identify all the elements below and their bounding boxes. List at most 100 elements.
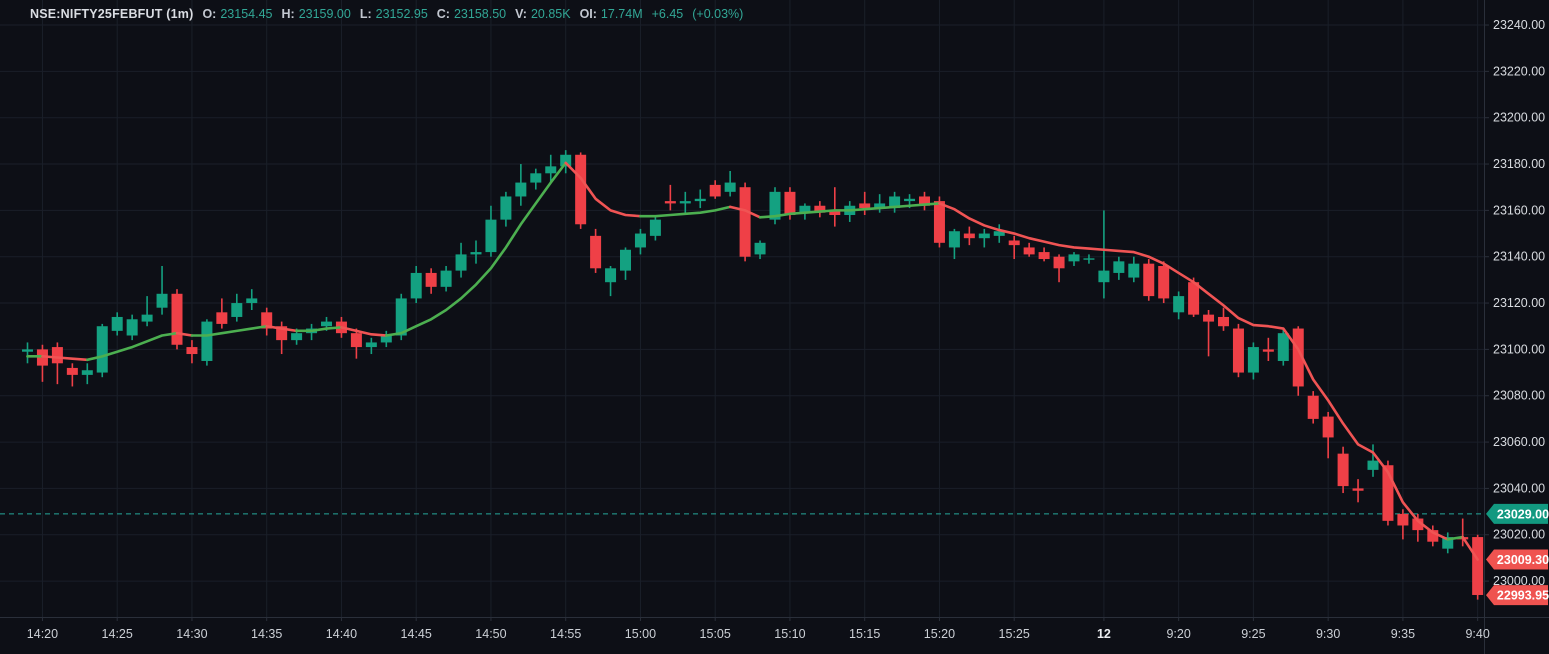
candle[interactable] bbox=[1262, 337, 1274, 361]
candle[interactable] bbox=[1472, 534, 1484, 600]
candle[interactable] bbox=[51, 342, 63, 385]
candle[interactable] bbox=[246, 289, 258, 311]
candle[interactable] bbox=[1307, 391, 1319, 424]
candle[interactable] bbox=[126, 314, 138, 341]
candle[interactable] bbox=[889, 191, 901, 213]
candle[interactable] bbox=[545, 154, 557, 183]
candle[interactable] bbox=[1053, 254, 1065, 283]
candle[interactable] bbox=[156, 265, 168, 315]
candle[interactable] bbox=[111, 312, 123, 336]
candle[interactable] bbox=[575, 152, 587, 229]
candle[interactable] bbox=[22, 342, 33, 364]
candle[interactable] bbox=[455, 242, 467, 278]
time-tick-label: 9:30 bbox=[1316, 627, 1340, 641]
candle[interactable] bbox=[1173, 291, 1185, 320]
candle[interactable] bbox=[1218, 307, 1229, 331]
candle[interactable] bbox=[605, 265, 617, 297]
candle[interactable] bbox=[590, 228, 602, 273]
candle[interactable] bbox=[261, 307, 273, 336]
candle[interactable] bbox=[1068, 252, 1080, 266]
candle[interactable] bbox=[1008, 235, 1020, 260]
candle[interactable] bbox=[410, 265, 422, 304]
candle[interactable] bbox=[1158, 261, 1170, 304]
candle[interactable] bbox=[1038, 247, 1050, 262]
candle[interactable] bbox=[993, 224, 1005, 243]
candle[interactable] bbox=[530, 168, 542, 190]
candle[interactable] bbox=[679, 191, 691, 213]
candle[interactable] bbox=[350, 328, 362, 359]
candle[interactable] bbox=[515, 164, 527, 206]
candle[interactable] bbox=[724, 170, 736, 197]
candle[interactable] bbox=[1098, 210, 1110, 299]
candle[interactable] bbox=[96, 323, 108, 378]
candle[interactable] bbox=[365, 337, 377, 355]
candle[interactable] bbox=[754, 240, 766, 260]
candle[interactable] bbox=[485, 205, 497, 257]
candle[interactable] bbox=[620, 247, 631, 280]
candle[interactable] bbox=[1292, 326, 1304, 396]
candle[interactable] bbox=[814, 201, 826, 218]
candle[interactable] bbox=[470, 240, 482, 264]
candle[interactable] bbox=[216, 298, 228, 329]
plot-area[interactable] bbox=[0, 150, 1484, 600]
candle[interactable] bbox=[425, 268, 437, 294]
candle[interactable] bbox=[649, 217, 661, 241]
candle[interactable] bbox=[1337, 446, 1349, 494]
price-badges: 23029.00 23009.30 22993.95 bbox=[1486, 503, 1549, 606]
candle[interactable] bbox=[81, 363, 93, 385]
candle[interactable] bbox=[1188, 277, 1200, 317]
ma-segment-up bbox=[384, 161, 568, 337]
candle[interactable] bbox=[380, 330, 392, 348]
candle[interactable] bbox=[500, 191, 512, 227]
candle-body bbox=[679, 201, 691, 204]
candle[interactable] bbox=[933, 196, 945, 248]
candle[interactable] bbox=[874, 194, 886, 213]
candle[interactable] bbox=[201, 319, 213, 366]
time-axis[interactable]: 14:20 14:25 14:30 14:35 14:40 14:45 14:50 14:55… bbox=[27, 617, 1490, 641]
candle[interactable] bbox=[1083, 254, 1095, 264]
candle[interactable] bbox=[769, 187, 781, 225]
candle[interactable] bbox=[1232, 323, 1244, 378]
candle[interactable] bbox=[963, 226, 975, 246]
candle-body bbox=[1472, 537, 1484, 595]
candle[interactable] bbox=[186, 340, 198, 364]
candle[interactable] bbox=[1442, 532, 1454, 554]
candle[interactable] bbox=[276, 321, 288, 355]
candle[interactable] bbox=[1247, 342, 1259, 380]
candle[interactable] bbox=[739, 182, 751, 262]
candle[interactable] bbox=[948, 228, 960, 260]
candle[interactable] bbox=[1397, 509, 1409, 540]
candle[interactable] bbox=[978, 228, 990, 248]
candle[interactable] bbox=[440, 265, 452, 292]
candle[interactable] bbox=[709, 180, 721, 199]
candle[interactable] bbox=[1412, 513, 1424, 542]
candle[interactable] bbox=[1203, 310, 1215, 357]
candle[interactable] bbox=[1023, 242, 1035, 257]
symbol-title[interactable]: NSE:NIFTY25FEBFUT (1m) bbox=[30, 7, 194, 21]
candle[interactable] bbox=[141, 296, 153, 327]
candle[interactable] bbox=[1322, 411, 1334, 459]
candle-body bbox=[81, 370, 93, 375]
candle[interactable] bbox=[231, 293, 243, 322]
candle[interactable] bbox=[664, 184, 676, 211]
candle[interactable] bbox=[634, 228, 646, 255]
ma-segment-up bbox=[190, 324, 269, 337]
candle[interactable] bbox=[859, 191, 871, 216]
candle[interactable] bbox=[1367, 444, 1379, 477]
candle[interactable] bbox=[66, 363, 78, 387]
candle[interactable] bbox=[1352, 479, 1364, 503]
candle-body bbox=[51, 347, 63, 364]
candle[interactable] bbox=[1277, 328, 1289, 366]
candle[interactable] bbox=[919, 191, 930, 211]
candle[interactable] bbox=[1143, 259, 1155, 301]
candle[interactable] bbox=[1427, 525, 1439, 547]
candle[interactable] bbox=[694, 189, 706, 209]
candle-body bbox=[1292, 328, 1304, 387]
oi-value: 17.74M bbox=[600, 7, 643, 21]
price-axis[interactable]: 23240.00 23220.00 23200.00 23180.00 23160.00… bbox=[1484, 18, 1545, 588]
candle[interactable] bbox=[1128, 256, 1140, 283]
candle[interactable] bbox=[1113, 256, 1125, 280]
candle[interactable] bbox=[171, 289, 183, 350]
candle[interactable] bbox=[829, 187, 841, 227]
